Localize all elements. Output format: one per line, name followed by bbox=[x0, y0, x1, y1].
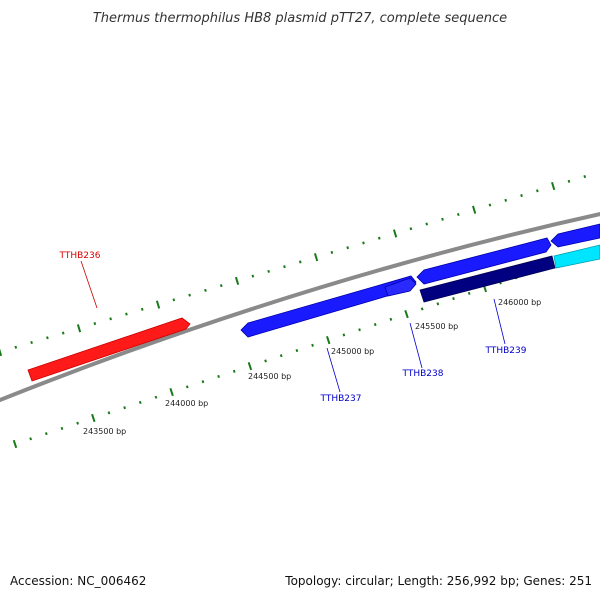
minor-tick bbox=[76, 421, 80, 425]
map-title: Thermus thermophilus HB8 plasmid pTT27, … bbox=[93, 11, 507, 26]
position-label: 244500 bp bbox=[248, 372, 291, 381]
minor-tick bbox=[125, 312, 128, 316]
major-tick bbox=[76, 324, 82, 333]
gene-leader-line bbox=[409, 322, 423, 369]
major-tick bbox=[326, 336, 331, 345]
minor-tick bbox=[420, 307, 424, 311]
feature-navy[interactable] bbox=[419, 255, 556, 303]
minor-tick bbox=[30, 340, 33, 345]
minor-tick bbox=[362, 241, 365, 245]
minor-tick bbox=[425, 222, 429, 226]
minor-tick bbox=[109, 317, 112, 321]
gene-label[interactable]: TTHB237 bbox=[320, 394, 362, 404]
feature-blue-1[interactable] bbox=[240, 275, 417, 338]
minor-tick bbox=[188, 293, 191, 297]
minor-tick bbox=[536, 189, 539, 193]
minor-tick bbox=[295, 348, 299, 353]
minor-tick bbox=[567, 179, 571, 183]
gene-leader-line bbox=[326, 347, 341, 393]
minor-tick bbox=[279, 354, 283, 358]
sequence-backbone bbox=[0, 212, 600, 403]
minor-tick bbox=[154, 395, 158, 399]
minor-tick bbox=[204, 288, 207, 292]
gene-leader-line bbox=[80, 260, 98, 309]
minor-tick bbox=[44, 432, 48, 436]
minor-tick bbox=[217, 374, 220, 379]
minor-tick bbox=[436, 302, 440, 306]
minor-tick bbox=[140, 307, 144, 311]
feature-blue-3[interactable] bbox=[416, 237, 552, 285]
position-label: 245000 bp bbox=[331, 347, 374, 356]
major-tick bbox=[155, 300, 161, 309]
minor-tick bbox=[456, 212, 460, 217]
topology-summary: Topology: circular; Length: 256,992 bp; … bbox=[284, 574, 592, 588]
gene-label[interactable]: TTHB238 bbox=[402, 369, 444, 379]
minor-tick bbox=[283, 265, 286, 269]
minor-tick bbox=[267, 269, 271, 273]
minor-tick bbox=[264, 359, 267, 363]
position-label: 245500 bp bbox=[415, 322, 458, 331]
minor-tick bbox=[232, 369, 236, 373]
minor-tick bbox=[138, 400, 142, 404]
major-tick bbox=[392, 229, 398, 238]
minor-tick bbox=[452, 297, 455, 301]
minor-tick bbox=[358, 328, 361, 332]
minor-tick bbox=[172, 298, 176, 302]
position-label: 244000 bp bbox=[165, 399, 208, 408]
minor-tick bbox=[311, 343, 314, 347]
minor-tick bbox=[201, 380, 205, 384]
major-tick bbox=[169, 387, 174, 397]
minor-tick bbox=[298, 260, 302, 264]
major-tick bbox=[472, 205, 477, 214]
minor-tick bbox=[61, 331, 65, 335]
minor-tick bbox=[29, 437, 33, 441]
feature-blue-2[interactable] bbox=[384, 277, 417, 297]
minor-tick bbox=[346, 246, 350, 250]
position-label: 243500 bp bbox=[83, 427, 126, 436]
minor-tick bbox=[389, 317, 393, 321]
minor-tick bbox=[14, 345, 18, 349]
minor-tick bbox=[219, 284, 223, 288]
minor-tick bbox=[377, 236, 381, 240]
minor-tick bbox=[46, 336, 49, 340]
feature-red[interactable] bbox=[27, 317, 191, 382]
feature-cyan[interactable] bbox=[553, 244, 600, 269]
minor-tick bbox=[60, 426, 64, 430]
major-tick bbox=[313, 253, 319, 262]
accession-text: Accession: NC_006462 bbox=[10, 574, 146, 588]
minor-tick bbox=[520, 194, 523, 198]
minor-tick bbox=[342, 333, 346, 337]
minor-tick bbox=[123, 406, 126, 410]
minor-tick bbox=[107, 411, 111, 415]
minor-tick bbox=[373, 322, 377, 327]
minor-tick bbox=[409, 227, 413, 231]
gene-leader-line bbox=[493, 298, 506, 345]
minor-tick bbox=[583, 175, 587, 179]
major-tick bbox=[234, 276, 240, 286]
minor-tick bbox=[467, 291, 471, 295]
major-tick bbox=[12, 439, 18, 449]
major-tick bbox=[404, 310, 409, 319]
gene-label[interactable]: TTHB236 bbox=[59, 251, 101, 261]
major-tick bbox=[91, 413, 96, 423]
major-tick bbox=[247, 361, 253, 371]
minor-tick bbox=[488, 203, 492, 207]
feature-blue-4[interactable] bbox=[550, 223, 600, 248]
minor-tick bbox=[93, 322, 97, 326]
minor-tick bbox=[251, 274, 255, 278]
position-label: 246000 bp bbox=[498, 298, 541, 307]
major-tick bbox=[551, 181, 556, 191]
minor-tick bbox=[185, 385, 189, 389]
outer-tick-track bbox=[0, 175, 587, 357]
minor-tick bbox=[441, 217, 444, 221]
minor-tick bbox=[330, 250, 334, 254]
gene-label[interactable]: TTHB239 bbox=[485, 346, 527, 356]
major-tick bbox=[0, 348, 3, 357]
minor-tick bbox=[504, 198, 508, 202]
